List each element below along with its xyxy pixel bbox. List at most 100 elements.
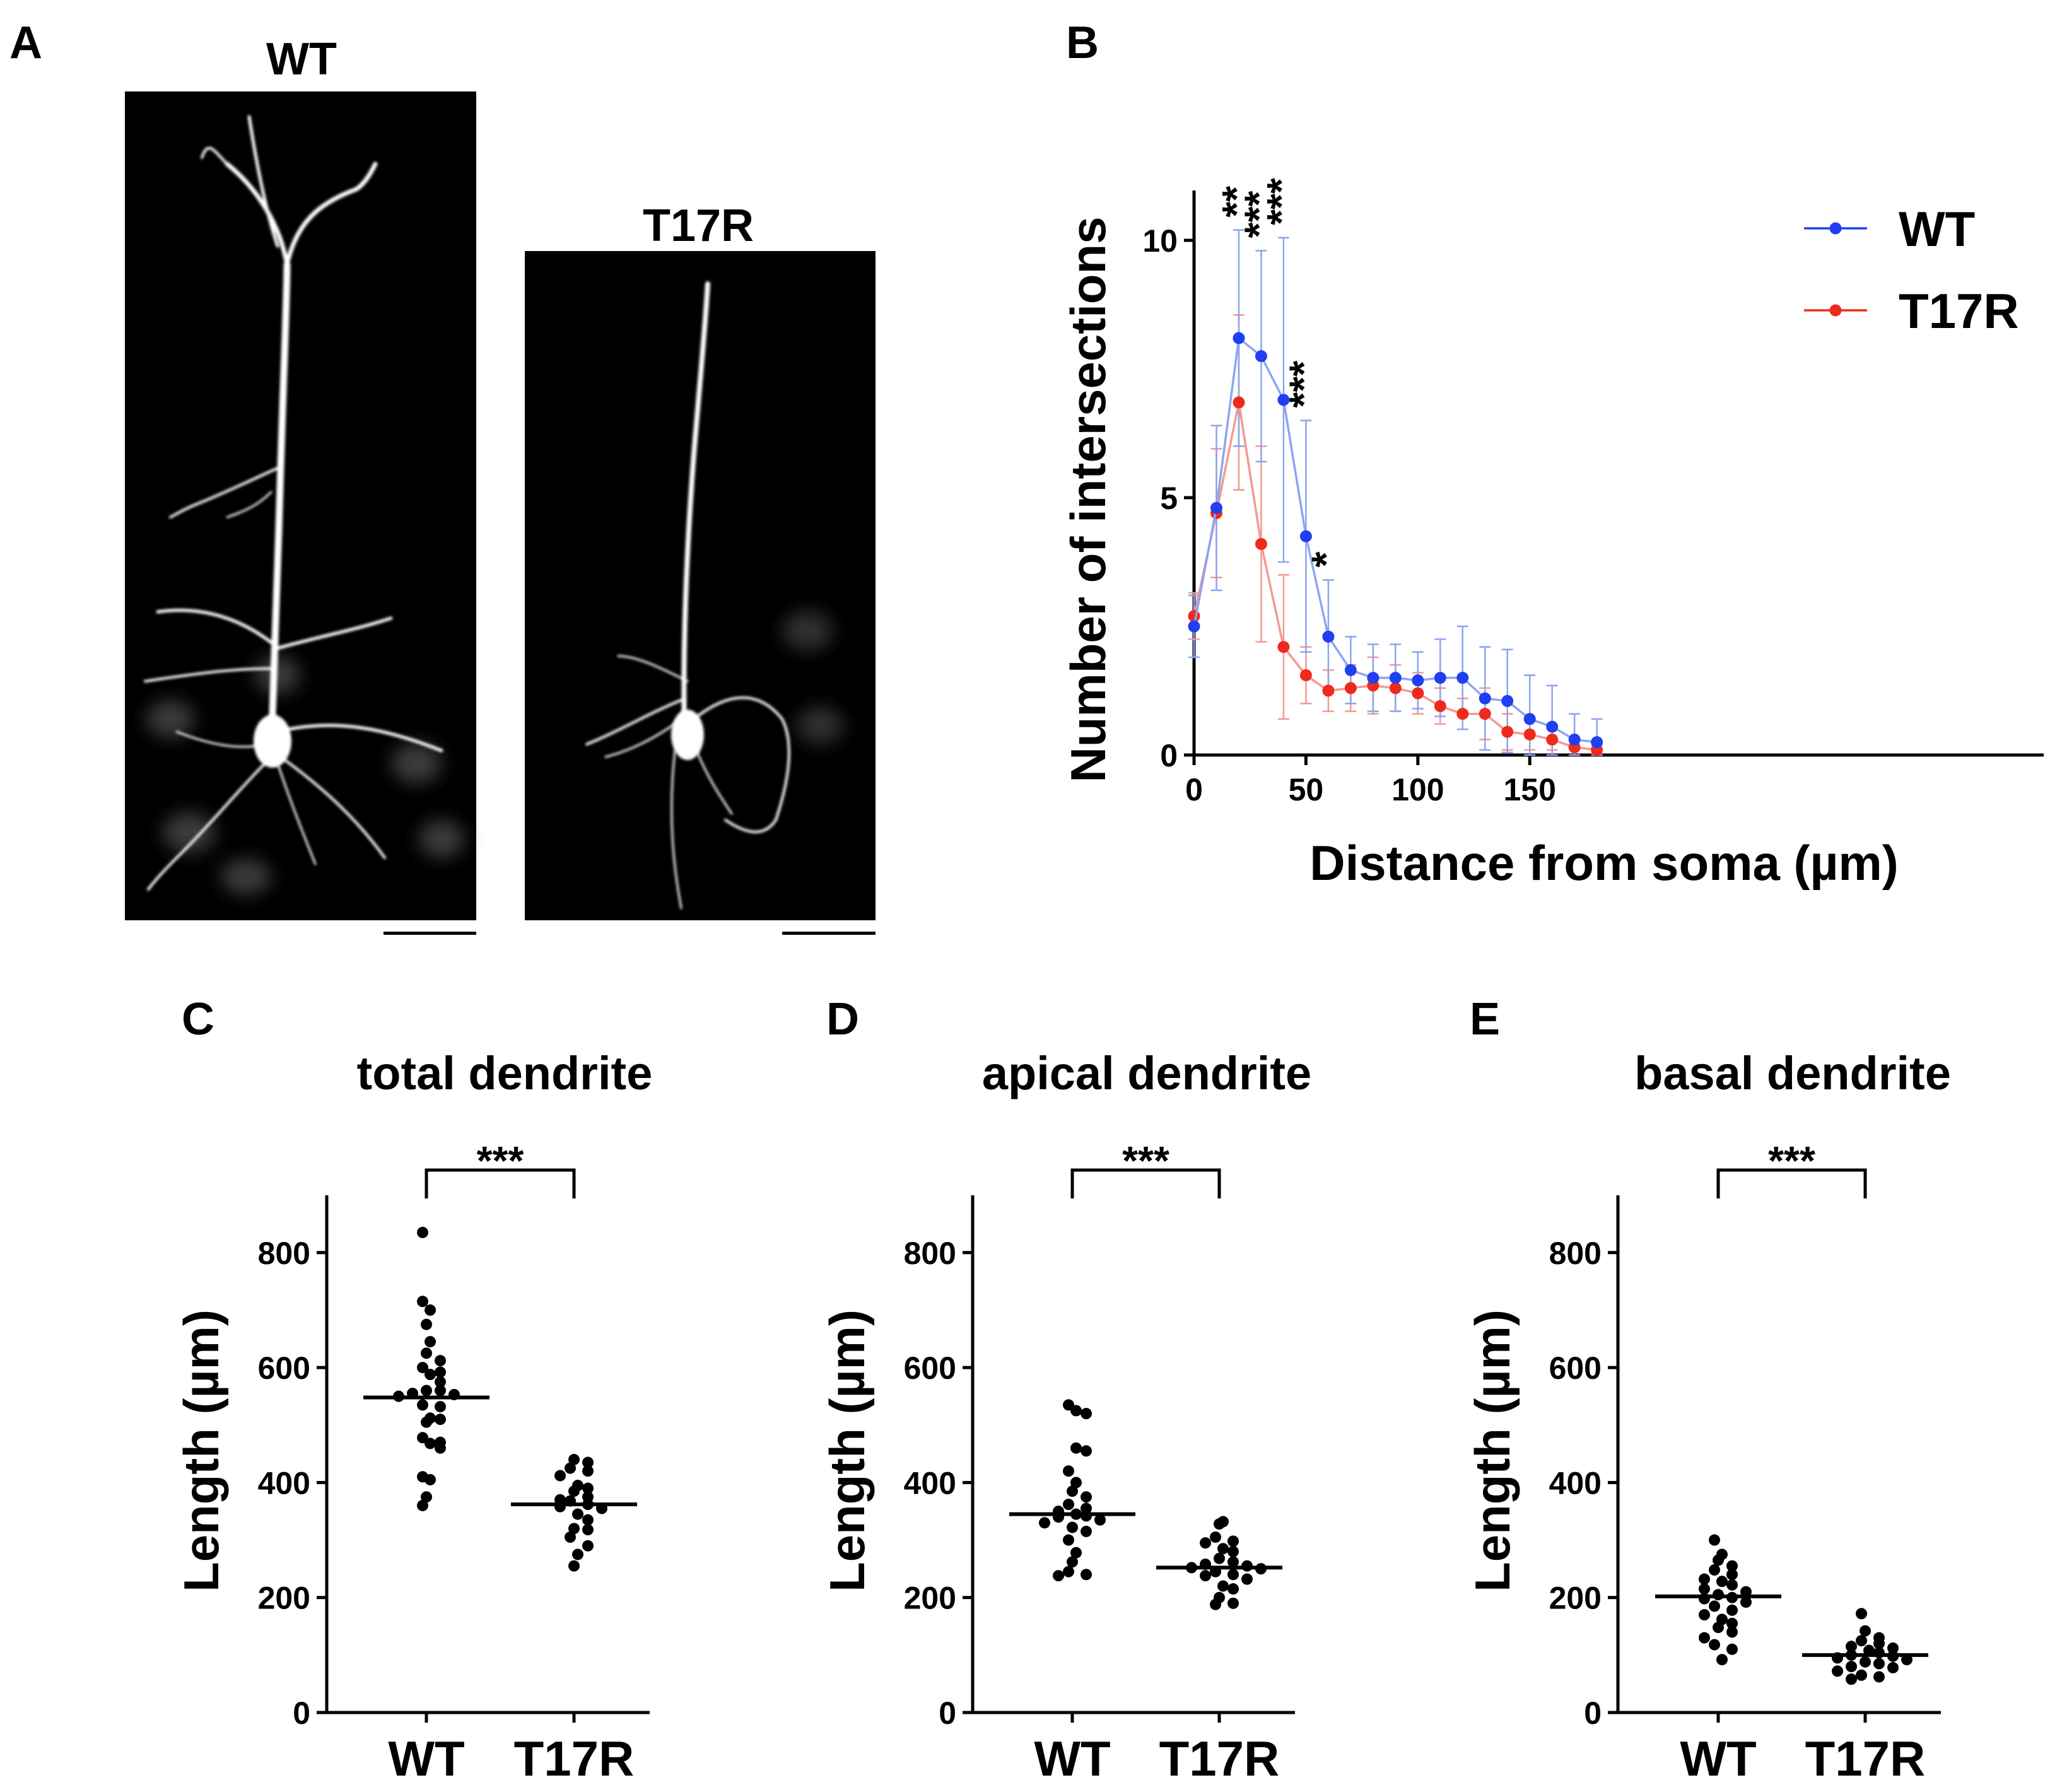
data-point-wt [1699, 1583, 1710, 1595]
data-point-wt [435, 1366, 446, 1378]
data-point-t17r [1255, 537, 1267, 550]
y-axis-title: Length (µm) [819, 1309, 875, 1592]
t17r-neuron-image [525, 251, 876, 935]
panel-e-scatter: E basal dendrite 0 200 400 600 800 Length (µm)… [1465, 994, 1951, 1786]
data-point-wt [1063, 1465, 1074, 1477]
y-tick-label: 800 [904, 1236, 956, 1271]
data-point-t17r [554, 1470, 566, 1482]
y-axis-title: Number of intersections [1060, 216, 1116, 782]
y-tick-label: 600 [904, 1350, 956, 1386]
panel-title: apical dendrite [982, 1047, 1311, 1099]
data-point-wt [417, 1296, 428, 1308]
data-point-t17r [1217, 1580, 1229, 1592]
data-point-wt [425, 1336, 436, 1348]
data-point-wt [1344, 664, 1357, 676]
data-point-t17r [1344, 682, 1357, 694]
significance-stars: *** [1768, 1138, 1815, 1183]
data-point-wt [435, 1414, 446, 1426]
data-point-t17r [1501, 725, 1514, 738]
wt-image-title: WT [266, 34, 337, 85]
data-point-wt [435, 1385, 446, 1397]
data-point-t17r [1846, 1661, 1857, 1673]
data-point-wt [421, 1416, 432, 1428]
data-point-wt [435, 1442, 446, 1454]
data-point-t17r [582, 1524, 594, 1536]
y-tick-label: 10 [1142, 223, 1178, 259]
data-point-wt [1081, 1445, 1092, 1457]
y-axis-title: Length (µm) [173, 1309, 229, 1592]
y-tick-label: 800 [258, 1236, 310, 1271]
data-point-wt [1713, 1554, 1724, 1566]
panel-label-d: D [826, 994, 859, 1045]
significance-bracket [1070, 1168, 1221, 1198]
data-point-wt [1479, 692, 1491, 705]
data-point-wt [417, 1399, 428, 1411]
data-point-wt [1699, 1632, 1710, 1644]
panel-label-c: C [182, 994, 214, 1045]
data-point-wt [1726, 1604, 1738, 1616]
data-point-t17r [1200, 1570, 1211, 1582]
panel-title: total dendrite [357, 1047, 653, 1099]
y-tick-label: 400 [1549, 1465, 1602, 1501]
data-point-wt [1568, 734, 1581, 746]
data-point-t17r [1214, 1518, 1225, 1530]
y-tick-label: 200 [258, 1581, 310, 1616]
data-point-wt [1709, 1534, 1720, 1546]
significance-bracket [1716, 1168, 1867, 1198]
category-label: T17R [514, 1731, 635, 1786]
data-point-wt [1233, 332, 1245, 344]
data-point-wt [1053, 1570, 1064, 1582]
data-point-t17r [582, 1465, 594, 1477]
data-point-t17r [1860, 1656, 1871, 1668]
x-tick-label: 50 [1289, 772, 1324, 807]
category-label: T17R [1159, 1731, 1280, 1786]
data-point-wt [1709, 1564, 1720, 1576]
y-tick-label: 0 [293, 1695, 310, 1731]
data-point-t17r [1322, 684, 1335, 697]
data-point-t17r [1456, 708, 1469, 720]
data-point-wt [421, 1347, 432, 1359]
data-point-t17r [1846, 1673, 1857, 1685]
data-point-wt [1063, 1566, 1074, 1578]
y-axis-title: Length (µm) [1465, 1309, 1520, 1592]
data-point-wt [1094, 1514, 1106, 1526]
x-tick-label: 150 [1503, 772, 1555, 807]
data-point-t17r [1188, 610, 1200, 623]
data-point-wt [1210, 501, 1222, 514]
y-tick-label: 400 [258, 1465, 310, 1501]
data-point-t17r [568, 1485, 580, 1497]
data-point-wt [1434, 672, 1446, 684]
data-point-wt [1726, 1643, 1738, 1655]
data-point-wt [1699, 1609, 1710, 1621]
data-point-t17r [572, 1508, 583, 1520]
data-point-wt [1726, 1617, 1738, 1629]
legend-marker-wt [1829, 222, 1842, 235]
data-point-wt [435, 1355, 446, 1367]
panel-title: basal dendrite [1634, 1047, 1951, 1099]
data-point-wt [417, 1362, 428, 1374]
legend-label-t17r: T17R [1899, 283, 2019, 339]
significance-stars: *** [477, 1138, 524, 1183]
data-point-wt [1389, 672, 1402, 684]
data-point-t17r [1860, 1625, 1871, 1637]
data-point-t17r [582, 1456, 594, 1468]
y-tick-label: 0 [1160, 738, 1178, 773]
data-point-wt [421, 1385, 432, 1397]
y-tick-label: 400 [904, 1465, 956, 1501]
data-point-t17r [1856, 1635, 1867, 1647]
data-point-t17r [1217, 1543, 1229, 1555]
data-point-wt [1070, 1405, 1082, 1417]
data-point-wt [1501, 694, 1514, 707]
data-point-wt [1726, 1569, 1738, 1581]
data-point-wt [435, 1401, 446, 1413]
data-point-t17r [568, 1453, 580, 1465]
data-point-t17r [582, 1514, 594, 1526]
data-point-wt [1067, 1556, 1078, 1568]
data-point-wt [421, 1491, 432, 1503]
data-point-wt [1067, 1485, 1078, 1497]
data-point-wt [417, 1226, 428, 1238]
data-point-wt [1070, 1477, 1082, 1489]
category-label: WT [388, 1731, 464, 1786]
